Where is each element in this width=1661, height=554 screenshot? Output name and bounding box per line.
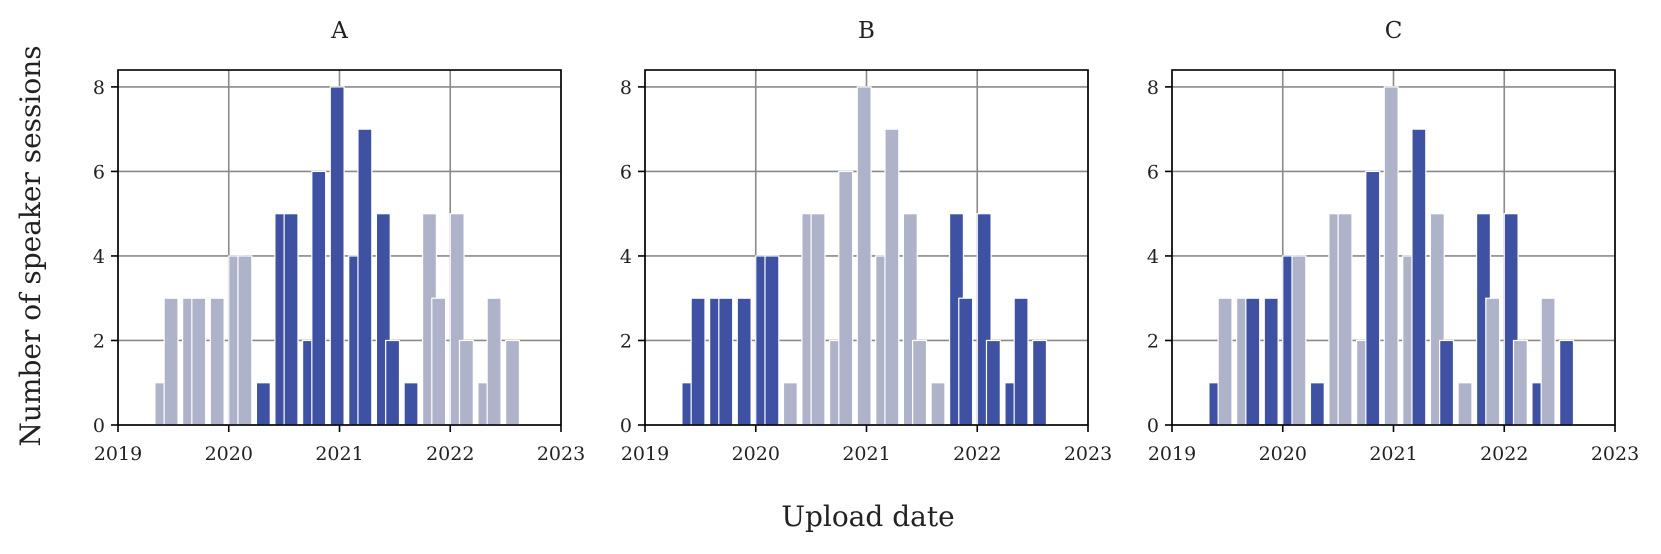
histogram-bar: [930, 382, 946, 426]
histogram-bar: [1337, 213, 1353, 426]
histogram-bar: [163, 297, 179, 426]
x-tick-label: 2022: [1480, 443, 1528, 465]
x-tick-label: 2021: [1369, 443, 1417, 465]
histogram-bar: [782, 382, 798, 426]
panel-b: 0 2 4 6 8 2019 2020 2021 2022 2023 B: [620, 18, 1112, 465]
histogram-bar: [1411, 128, 1427, 426]
panel-title: A: [330, 18, 348, 44]
histogram-bar: [357, 128, 373, 426]
y-tick-label: 4: [93, 246, 105, 268]
y-tick-label: 0: [620, 415, 632, 437]
y-tick-label: 8: [1147, 77, 1159, 99]
histogram-bar: [209, 297, 225, 426]
histogram-bar: [255, 382, 271, 426]
x-tick-label: 2019: [94, 443, 142, 465]
x-tick-label: 2021: [842, 443, 890, 465]
histogram-bar: [736, 297, 752, 426]
panel-title: B: [858, 18, 875, 44]
histogram-bar: [1309, 382, 1325, 426]
histogram-bar: [1245, 297, 1261, 426]
x-tick-label: 2023: [1064, 443, 1112, 465]
y-tick-label: 2: [1147, 330, 1159, 352]
x-tick-label: 2020: [205, 443, 253, 465]
histogram-bar: [884, 128, 900, 426]
x-tick-label: 2020: [1259, 443, 1307, 465]
histogram-bar: [431, 297, 447, 426]
x-tick-label: 2023: [537, 443, 585, 465]
histogram-bar: [718, 297, 734, 426]
histogram-bar: [1439, 339, 1455, 426]
histogram-bar: [1263, 297, 1279, 426]
histogram-bar: [1559, 339, 1575, 426]
histogram-bar: [311, 170, 327, 426]
panel-c: 0 2 4 6 8 2019 2020 2021 2022 2023 C: [1147, 18, 1639, 465]
panel-title: C: [1385, 18, 1403, 44]
x-tick-label: 2022: [426, 443, 474, 465]
histogram-bar: [838, 170, 854, 426]
histogram-bar: [1032, 339, 1048, 426]
y-tick-label: 6: [620, 161, 632, 183]
histogram-bar: [1540, 297, 1556, 426]
histogram-bar: [1365, 170, 1381, 426]
y-tick-label: 6: [1147, 161, 1159, 183]
x-tick-label: 2019: [621, 443, 669, 465]
histogram-bar: [237, 255, 253, 426]
y-tick-label: 6: [93, 161, 105, 183]
histogram-bar: [1217, 297, 1233, 426]
y-tick-label: 8: [93, 77, 105, 99]
y-tick-label: 4: [1147, 246, 1159, 268]
histogram-bar: [958, 297, 974, 426]
histogram-bar: [764, 255, 780, 426]
histogram-bar: [856, 86, 872, 426]
histogram-bar: [1512, 339, 1528, 426]
x-axis-label: Upload date: [781, 500, 954, 533]
histogram-bar: [810, 213, 826, 426]
histogram-bar: [283, 213, 299, 426]
histogram-bar: [191, 297, 207, 426]
panel-a: 0 2 4 6 8 2019 2020 2021 2022 2023 A: [93, 18, 585, 465]
histogram-bar: [912, 339, 928, 426]
x-tick-label: 2019: [1148, 443, 1196, 465]
histogram-bar: [1383, 86, 1399, 426]
histogram-bar: [985, 339, 1001, 426]
y-tick-label: 0: [1147, 415, 1159, 437]
x-tick-label: 2022: [953, 443, 1001, 465]
x-tick-label: 2021: [315, 443, 363, 465]
histogram-bar: [486, 297, 502, 426]
histogram-bar: [403, 382, 419, 426]
y-tick-label: 8: [620, 77, 632, 99]
histogram-bar: [1457, 382, 1473, 426]
histogram-bar: [690, 297, 706, 426]
histogram-bar: [1485, 297, 1501, 426]
histogram-bar: [1013, 297, 1029, 426]
histogram-bar: [329, 86, 345, 426]
y-tick-label: 2: [620, 330, 632, 352]
y-tick-label: 2: [93, 330, 105, 352]
y-tick-label: 0: [93, 415, 105, 437]
histogram-bar: [505, 339, 521, 426]
histogram-bar: [1291, 255, 1307, 426]
y-tick-label: 4: [620, 246, 632, 268]
x-tick-label: 2020: [732, 443, 780, 465]
histogram-bar: [458, 339, 474, 426]
y-axis-label: Number of speaker sessions: [14, 45, 47, 446]
x-tick-label: 2023: [1591, 443, 1639, 465]
histogram-bar: [385, 339, 401, 426]
